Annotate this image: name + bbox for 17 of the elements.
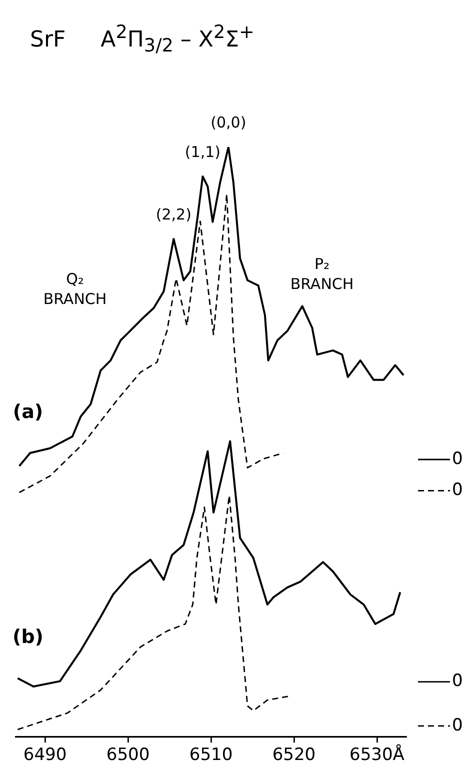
x-tick-label: 6500 [106,745,150,766]
x-tick-label: 6490 [23,745,67,766]
annotation: (a) [12,400,44,423]
annotation: (2,2) [156,205,192,224]
annotation: (1,1) [184,142,220,161]
x-tick-label: 6510 [189,745,233,766]
ref-line-label: 0 [452,448,463,469]
chart-title: SrF A$^{2}$Π$_{3/2}$ – X$^{2}$Σ$^{+}$ [30,22,254,57]
annotation: (b) [12,626,44,648]
ref-line-label: 0 [452,480,463,500]
annotation: P₂ BRANCH [290,254,354,293]
x-tick-label: 6520 [272,745,316,766]
annotation: (0,0) [210,113,246,132]
annotation: Q₂ BRANCH [43,270,107,308]
x-tick-label: 6530Å [350,744,405,766]
ref-line-label: 0 [452,715,463,736]
ref-line-label: 0 [452,671,463,692]
